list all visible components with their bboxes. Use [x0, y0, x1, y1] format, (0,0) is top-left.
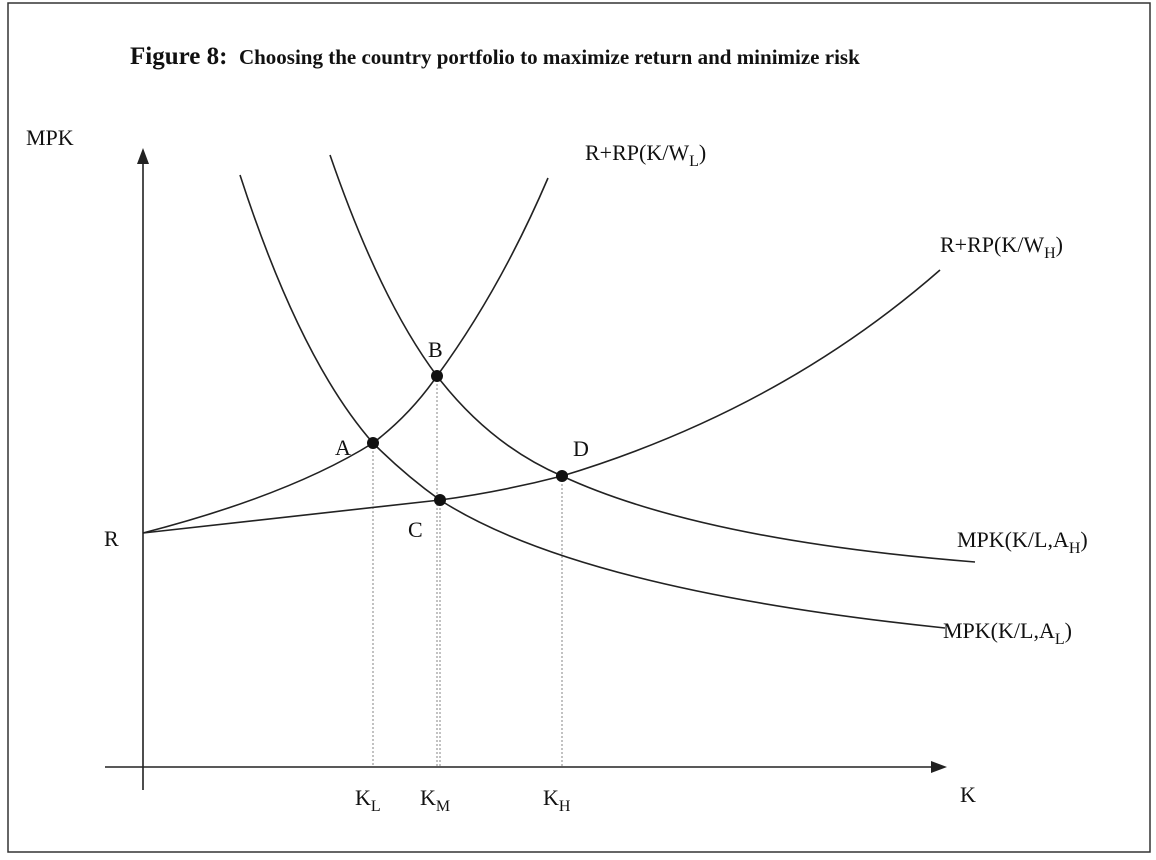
label-part: K — [543, 785, 559, 810]
y-arrow — [137, 148, 149, 164]
subscript-label: MPK(K/L,AL) — [943, 618, 1072, 648]
curve — [239, 174, 946, 629]
subscript: H — [1044, 245, 1056, 262]
point — [556, 470, 568, 482]
title-text: Choosing the country portfolio to maximi… — [239, 45, 860, 69]
point-label: C — [408, 517, 423, 542]
point-label: A — [335, 435, 351, 460]
point-label: B — [428, 337, 443, 362]
x-axis-label: K — [960, 782, 976, 807]
figure-title: Figure 8: Choosing the country portfolio… — [130, 43, 860, 70]
label-part: ) — [1056, 232, 1063, 257]
subscript: M — [436, 798, 450, 815]
label-part: ) — [699, 140, 706, 165]
subscript-label: KL — [355, 785, 381, 815]
point — [434, 494, 446, 506]
label-part: ) — [1065, 618, 1072, 643]
point — [431, 370, 443, 382]
label-part: K — [420, 785, 436, 810]
subscript-label: R+RP(K/WL) — [585, 140, 706, 170]
y-axis-label: MPK — [26, 125, 74, 150]
subscript: L — [1055, 631, 1065, 648]
subscript-label: R+RP(K/WH) — [940, 232, 1063, 262]
subscript: L — [371, 798, 381, 815]
frame — [7, 2, 1151, 853]
curve — [142, 177, 549, 534]
label-part: K — [355, 785, 371, 810]
subscript: H — [559, 798, 571, 815]
curve — [142, 269, 941, 534]
subscript: H — [1069, 540, 1081, 557]
label-part: R+RP(K/W — [940, 232, 1044, 257]
subscript-label: KM — [420, 785, 450, 815]
label-part: MPK(K/L,A — [957, 527, 1069, 552]
subscript-label: MPK(K/L,AH) — [957, 527, 1088, 557]
origin-label: R — [104, 526, 119, 551]
title-label: Figure 8: — [130, 43, 227, 70]
point — [367, 437, 379, 449]
label-part: R+RP(K/W — [585, 140, 689, 165]
point-label: D — [573, 436, 589, 461]
x-arrow — [931, 761, 947, 773]
label-part: MPK(K/L,A — [943, 618, 1055, 643]
subscript: L — [689, 153, 699, 170]
subscript-label: KH — [543, 785, 571, 815]
label-part: ) — [1080, 527, 1087, 552]
curve — [329, 154, 976, 563]
